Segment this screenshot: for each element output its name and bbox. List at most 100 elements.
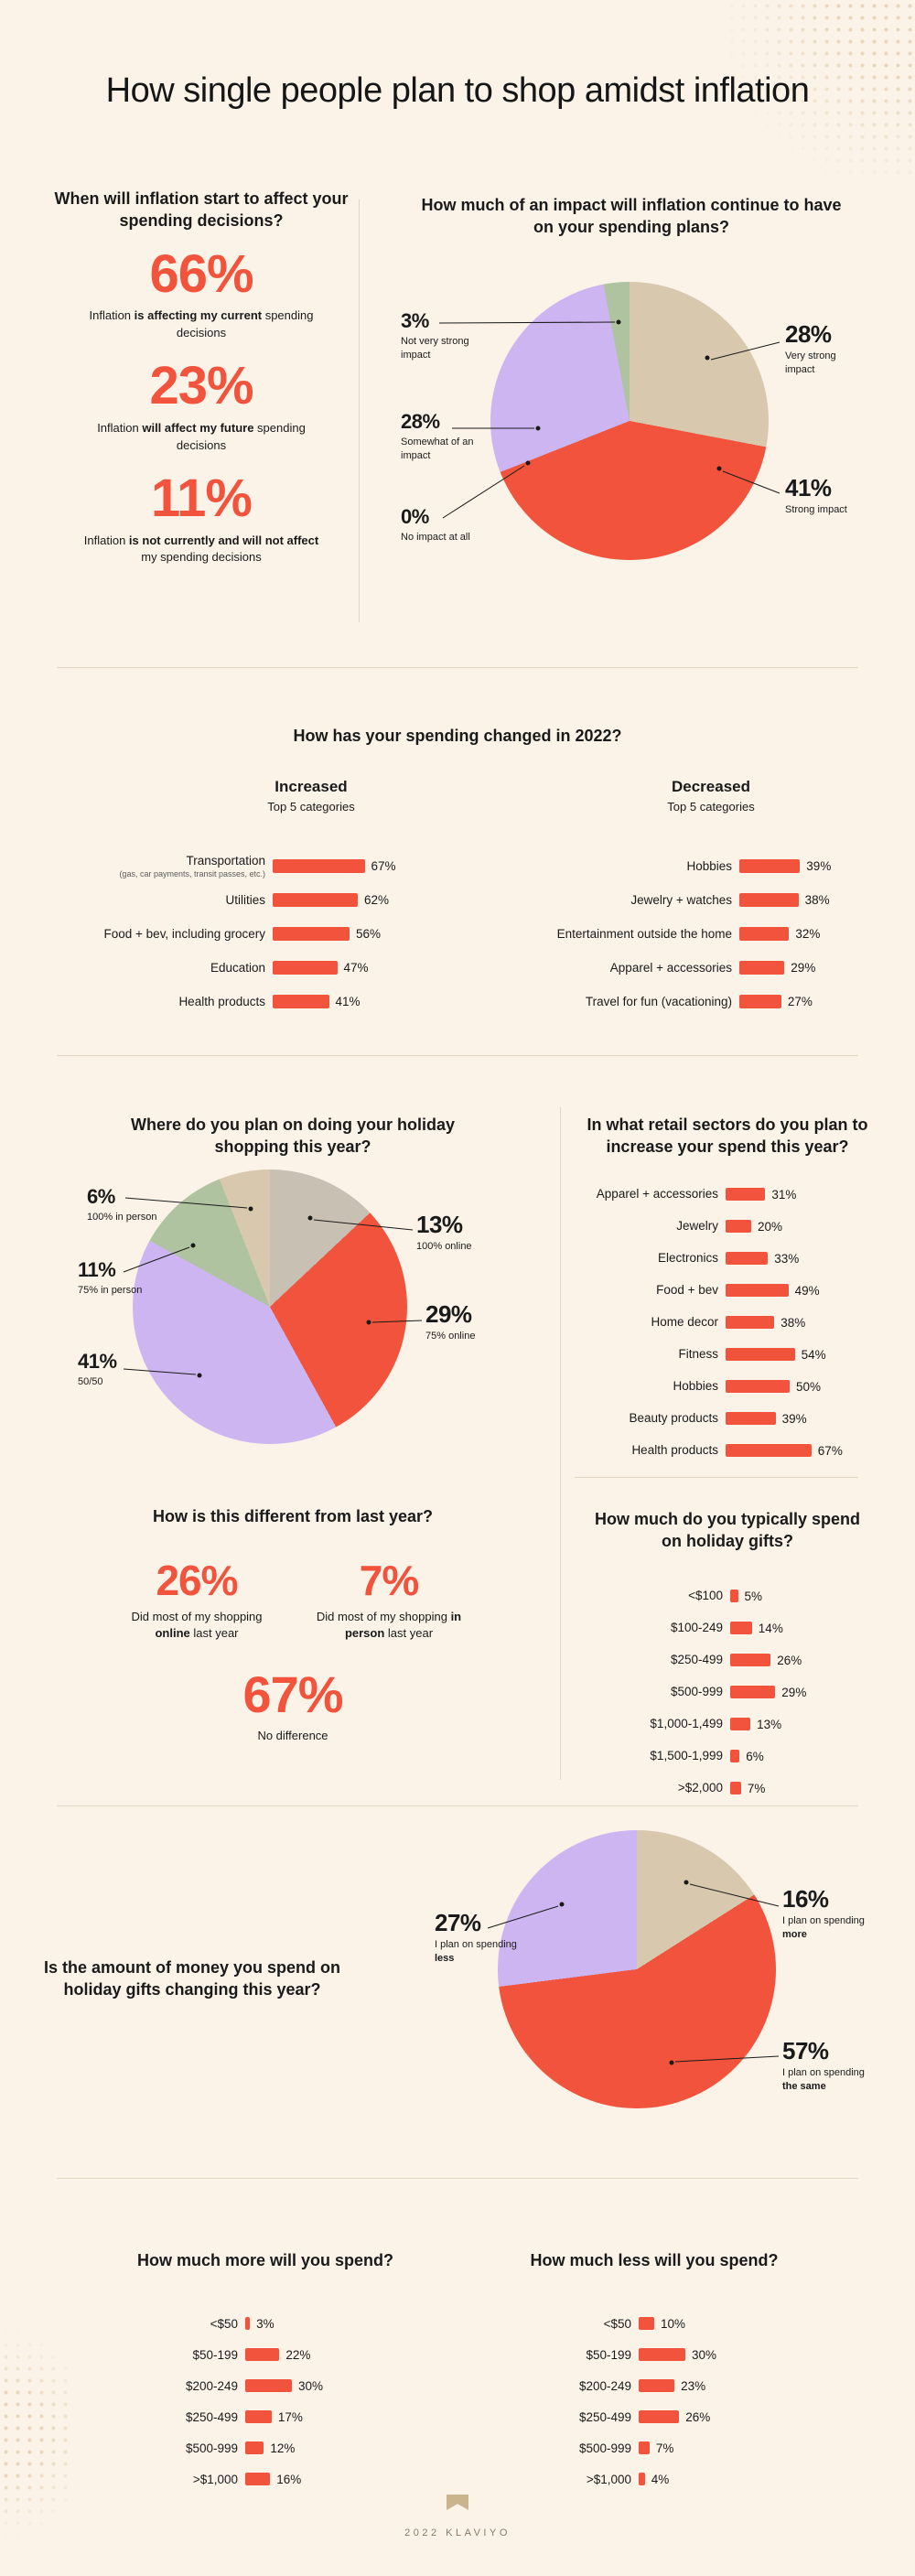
slice-label-pre: I plan on spending: [782, 1915, 865, 1926]
bar: [730, 1782, 741, 1795]
chart-increased-rows: Transportation (gas, car payments, transi…: [59, 778, 462, 1019]
bar-value: 50%: [796, 1379, 822, 1394]
slice-percent: 11%: [78, 1258, 116, 1281]
pie-slice-label-75-in-person: 11% 75% in person: [78, 1260, 165, 1298]
bar-category-label: <$100: [688, 1589, 723, 1603]
bar: [730, 1686, 776, 1699]
bar: [739, 893, 799, 907]
bar-row: $100-249 14%: [567, 1612, 888, 1644]
bar: [726, 1316, 775, 1330]
slice-percent: 3%: [401, 309, 429, 332]
bar-value: 30%: [298, 2378, 324, 2393]
slice-label: 100% online: [416, 1241, 472, 1252]
stat-label-post: last year: [189, 1626, 239, 1641]
bar-category-label: Apparel + accessories: [596, 1187, 718, 1202]
section-inflation-timing: When will inflation start to affect your…: [41, 188, 361, 566]
question-spend-less: How much less will you spend?: [530, 2251, 779, 2269]
chart-retail-sectors: Apparel + accessories 31% Jewelry 20% El…: [567, 1179, 888, 1467]
question-holiday-location: Where do you plan on doing your holiday …: [131, 1116, 455, 1157]
section-retail-sectors: In what retail sectors do you plan to in…: [567, 1103, 888, 1467]
stat-label-post: my spending decisions: [141, 550, 262, 565]
bar-value: 39%: [806, 859, 832, 873]
pie-slice-label-no-impact: 0% No impact at all: [401, 507, 501, 544]
slice-label: I plan on spending the same: [782, 2066, 865, 2094]
slice-label: 50/50: [78, 1376, 103, 1387]
bar: [245, 2317, 251, 2331]
bar-row: Health products 67%: [567, 1435, 888, 1467]
bar-row: Apparel + accessories 29%: [517, 951, 901, 985]
bar-row: >$1,000 4%: [471, 2463, 837, 2495]
question-spending-change: How has your spending changed in 2022?: [293, 727, 622, 745]
slice-label-bold: the same: [782, 2080, 826, 2092]
slice-percent: 27%: [435, 1909, 481, 1936]
bar-category-label: Food + bev, including grocery: [103, 926, 265, 941]
halftone-dots-bottom-left: [0, 2315, 73, 2553]
chart-group-subtitle: Top 5 categories: [667, 800, 755, 814]
right-column-divider: [575, 1477, 858, 1478]
bar: [739, 859, 801, 873]
bar-category-text: Transportation: [186, 854, 265, 868]
question-inflation-timing: When will inflation start to affect your…: [54, 189, 349, 231]
stat-label-pre: Inflation: [89, 308, 135, 323]
bar-value: 38%: [804, 893, 830, 907]
bar-category-label: Food + bev: [656, 1283, 718, 1298]
bar: [639, 2410, 680, 2424]
stat-label-bold: will affect my future: [142, 421, 254, 436]
bar-row: $200-249 30%: [82, 2370, 448, 2401]
bar: [726, 1220, 751, 1234]
stat-pair: 26% Did most of my shopping online last …: [55, 1558, 531, 1643]
stat-value: 11%: [151, 468, 253, 528]
pie-slice-label-spend-same: 57% I plan on spending the same: [782, 2039, 869, 2094]
stat-value: 23%: [149, 356, 253, 416]
bar: [273, 893, 358, 907]
bar-category-label: Jewelry + watches: [630, 892, 732, 907]
stat-label-bold: online: [155, 1626, 190, 1641]
stat-block-in-person: 7% Did most of my shopping in person las…: [293, 1558, 485, 1643]
klaviyo-logo: [447, 2495, 468, 2510]
slice-label: I plan on spending less: [435, 1938, 517, 1966]
stat-block-11: 11% Inflation is not currently and will …: [41, 468, 361, 567]
slice-percent: 41%: [785, 474, 832, 501]
bar: [245, 2473, 271, 2486]
bar: [726, 1444, 812, 1458]
bar-category-note: (gas, car payments, transit passes, etc.…: [119, 868, 265, 878]
bar-row: Hobbies 50%: [567, 1371, 888, 1403]
bar-value: 29%: [791, 961, 816, 975]
pie-chart-inflation-impact: [490, 282, 769, 560]
stat-label-pre: Did most of my shopping: [316, 1609, 451, 1623]
chart-decreased: Decreased Top 5 categories Hobbies 39% J…: [517, 778, 901, 1019]
section-different-last-year: How is this different from last year? 26…: [55, 1505, 531, 1745]
bar: [739, 961, 785, 975]
stat-label: No difference: [55, 1728, 531, 1745]
bar-category-label: >$1,000: [586, 2472, 631, 2486]
stat-label-post: last year: [384, 1626, 434, 1641]
bar: [273, 859, 365, 873]
chart-increased-header: Increased Top 5 categories: [220, 778, 403, 814]
bar-value: 26%: [685, 2409, 711, 2424]
slice-label: No impact at all: [401, 532, 470, 543]
bar-row: Jewelry 20%: [567, 1211, 888, 1243]
slice-percent: 28%: [785, 320, 832, 348]
bar-row: $1,500-1,999 6%: [567, 1741, 888, 1773]
bar-category-label: Fitness: [678, 1347, 718, 1362]
bar: [639, 2317, 654, 2331]
bar-category-label: $250-499: [185, 2409, 238, 2424]
bar: [726, 1284, 789, 1298]
question-gift-change: Is the amount of money you spend on holi…: [43, 1958, 341, 1999]
bar-value: 13%: [757, 1717, 782, 1731]
stat-label-post: spending decisions: [176, 421, 306, 452]
bar-value: 14%: [758, 1621, 783, 1635]
bar-row: Travel for fun (vacationing) 27%: [517, 985, 901, 1019]
bar-category-label: $50-199: [586, 2347, 631, 2362]
pie-chart-gift-change: [498, 1830, 776, 2108]
bar: [273, 927, 350, 941]
pie-slice-label-100-online: 13% 100% online: [416, 1213, 508, 1254]
bar-value: 31%: [771, 1187, 797, 1202]
slice-label: Strong impact: [785, 504, 847, 515]
stat-label-pre: No difference: [257, 1729, 328, 1743]
chart-spend-more: <$50 3% $50-199 22% $200-249 30% $250-49…: [82, 2308, 448, 2495]
bar-value: 27%: [787, 995, 813, 1008]
bar: [730, 1622, 752, 1635]
bar-row: <$50 3%: [82, 2308, 448, 2339]
bar-row: $250-499 17%: [82, 2401, 448, 2432]
